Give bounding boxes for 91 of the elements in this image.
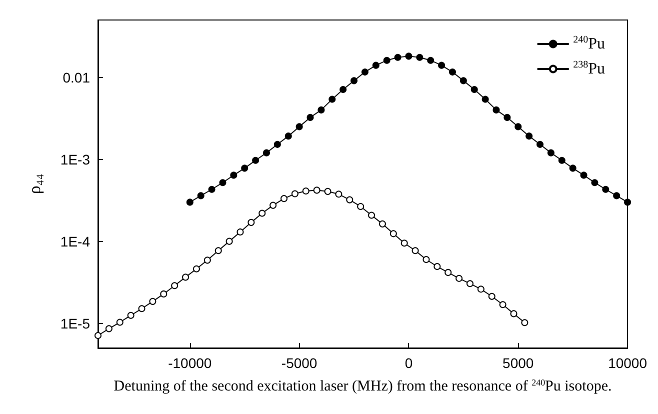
point xyxy=(521,319,528,326)
point xyxy=(284,132,292,140)
point xyxy=(226,238,233,245)
point xyxy=(258,210,266,217)
point xyxy=(448,68,456,76)
point xyxy=(372,62,380,69)
point xyxy=(602,186,610,193)
point xyxy=(127,312,134,319)
point xyxy=(412,247,419,254)
y-tick-label: 1E-3 xyxy=(60,151,90,168)
point xyxy=(558,156,566,164)
point xyxy=(427,56,434,64)
point xyxy=(470,86,478,94)
x-tick-label: 5000 xyxy=(502,355,534,371)
point xyxy=(197,192,204,200)
point xyxy=(274,140,281,148)
y-tick-label: 1E-4 xyxy=(60,233,90,250)
point xyxy=(280,195,288,202)
point xyxy=(361,68,368,76)
point xyxy=(460,77,467,84)
point xyxy=(94,332,102,340)
point xyxy=(488,292,496,300)
point xyxy=(346,196,354,204)
y-axis-title: ρ₄₄ xyxy=(25,174,44,194)
point xyxy=(394,54,402,61)
point xyxy=(270,202,277,209)
point xyxy=(248,218,255,226)
point xyxy=(536,140,544,148)
x-tick-label: -5000 xyxy=(281,355,318,371)
point xyxy=(504,114,511,121)
point xyxy=(335,190,342,198)
point xyxy=(383,56,390,64)
point xyxy=(416,54,424,61)
point xyxy=(492,106,500,114)
point xyxy=(456,274,463,282)
point xyxy=(204,256,211,264)
point xyxy=(378,220,386,228)
point xyxy=(340,86,347,94)
point xyxy=(313,186,320,194)
point xyxy=(482,96,489,103)
point xyxy=(116,318,124,326)
point xyxy=(613,192,620,200)
point xyxy=(405,52,412,60)
x-tick-label: 10000 xyxy=(608,355,648,371)
point xyxy=(368,212,376,219)
point xyxy=(390,230,397,238)
y-tick-label: 0.01 xyxy=(62,69,90,86)
point xyxy=(624,198,632,206)
point xyxy=(477,286,484,293)
y-tick-label: 1E-5 xyxy=(60,315,90,332)
point xyxy=(241,164,248,172)
point xyxy=(192,265,200,272)
point xyxy=(499,301,506,308)
point xyxy=(434,263,441,270)
point xyxy=(306,114,314,121)
point xyxy=(514,123,522,130)
point xyxy=(219,179,226,186)
point xyxy=(171,282,178,290)
point xyxy=(547,149,554,156)
x-tick-label: 0 xyxy=(404,355,413,371)
point xyxy=(262,149,270,156)
point xyxy=(328,96,336,103)
point xyxy=(296,123,303,130)
point xyxy=(182,274,190,281)
point xyxy=(324,188,332,195)
point xyxy=(318,106,325,114)
point xyxy=(149,298,156,305)
point xyxy=(438,62,446,69)
point xyxy=(230,172,238,179)
point xyxy=(105,325,112,332)
point xyxy=(422,256,430,264)
point xyxy=(236,228,244,236)
point xyxy=(208,186,216,193)
point xyxy=(252,156,260,164)
point xyxy=(466,280,474,288)
point xyxy=(160,290,168,298)
point xyxy=(526,132,533,140)
point xyxy=(214,247,222,254)
point xyxy=(400,240,408,247)
point xyxy=(510,310,518,318)
x-tick-label: -10000 xyxy=(168,355,212,371)
point xyxy=(444,268,452,276)
point xyxy=(357,202,364,210)
point xyxy=(138,305,146,312)
point xyxy=(291,190,298,198)
point xyxy=(302,187,310,194)
point xyxy=(350,77,358,84)
point xyxy=(186,198,194,206)
point xyxy=(580,172,588,179)
point xyxy=(591,179,598,186)
point xyxy=(569,164,576,172)
